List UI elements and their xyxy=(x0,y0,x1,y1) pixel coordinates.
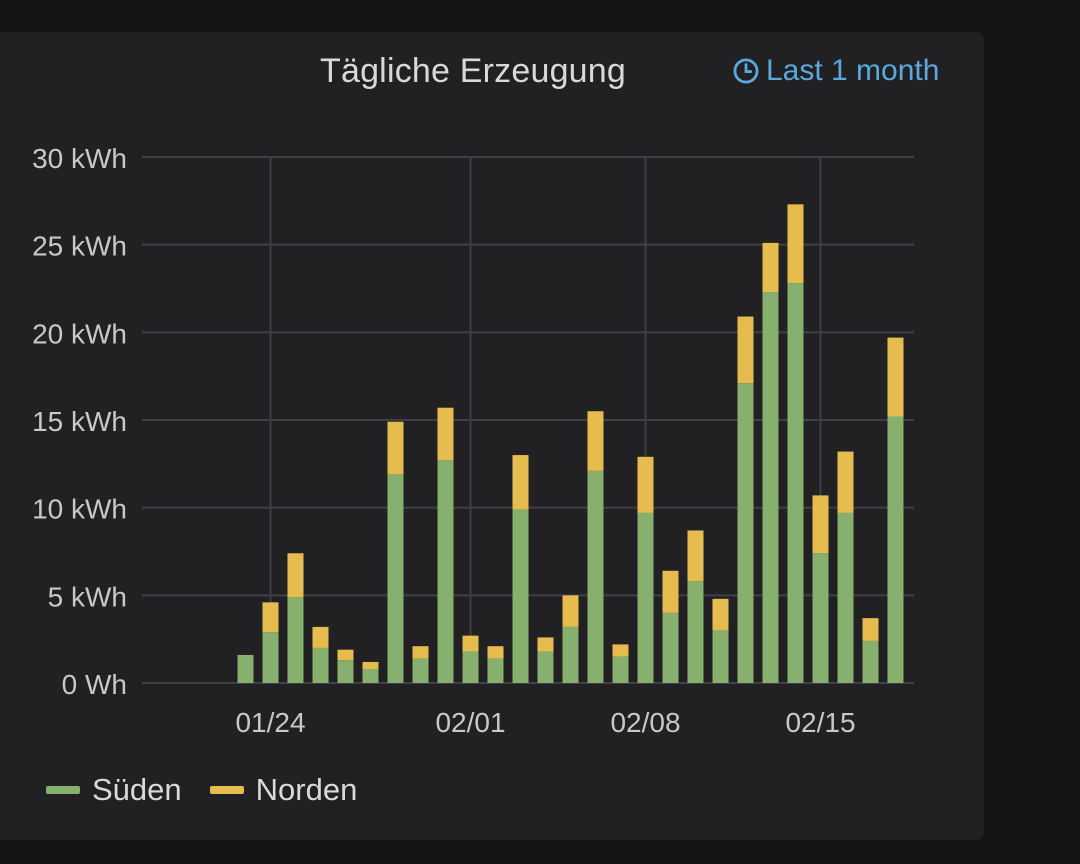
bar-norden[interactable] xyxy=(487,646,504,659)
bar-sueden[interactable] xyxy=(887,416,904,683)
bar-sueden[interactable] xyxy=(612,656,629,683)
legend-item-norden[interactable]: Norden xyxy=(209,772,358,808)
bar-sueden[interactable] xyxy=(262,632,279,683)
bar-norden[interactable] xyxy=(887,337,904,417)
time-range-label: Last 1 month xyxy=(766,54,940,87)
bar-norden[interactable] xyxy=(612,644,629,657)
y-axis: 0 Wh 5 kWh 10 kWh 15 kWh 20 kWh 25 kWh 30 kWh xyxy=(32,143,127,700)
bar-sueden[interactable] xyxy=(237,654,254,683)
bar-sueden[interactable] xyxy=(462,651,479,683)
bar-sueden[interactable] xyxy=(362,668,379,683)
bar-norden[interactable] xyxy=(462,635,479,652)
bar-sueden[interactable] xyxy=(712,630,729,683)
bar-sueden[interactable] xyxy=(387,474,404,683)
y-tick-label: 20 kWh xyxy=(32,318,127,349)
bar-norden[interactable] xyxy=(337,649,354,661)
bar-sueden[interactable] xyxy=(862,640,879,683)
bar-norden[interactable] xyxy=(662,570,679,613)
bar-norden[interactable] xyxy=(837,451,854,513)
bar-sueden[interactable] xyxy=(737,383,754,683)
bar-norden[interactable] xyxy=(812,495,829,554)
bar-sueden[interactable] xyxy=(512,509,529,683)
bar-norden[interactable] xyxy=(312,626,329,648)
time-range-picker[interactable]: Last 1 month xyxy=(732,54,939,88)
bar-sueden[interactable] xyxy=(337,660,354,683)
legend-item-sueden[interactable]: Süden xyxy=(46,772,182,808)
x-tick-label: 01/24 xyxy=(235,707,305,738)
bar-norden[interactable] xyxy=(262,602,279,633)
bar-sueden[interactable] xyxy=(837,512,854,683)
bar-sueden[interactable] xyxy=(312,647,329,683)
bar-norden[interactable] xyxy=(762,242,779,293)
legend-swatch-sueden xyxy=(46,786,80,794)
clock-icon xyxy=(733,58,759,84)
y-tick-label: 30 kWh xyxy=(32,143,127,174)
bar-norden[interactable] xyxy=(787,204,804,284)
bar-norden[interactable] xyxy=(712,598,729,631)
bar-sueden[interactable] xyxy=(812,553,829,683)
bar-norden[interactable] xyxy=(862,618,879,641)
bar-norden[interactable] xyxy=(412,646,429,659)
bar-norden[interactable] xyxy=(637,456,654,513)
y-tick-label: 15 kWh xyxy=(32,406,127,437)
bar-sueden[interactable] xyxy=(762,292,779,683)
bar-norden[interactable] xyxy=(387,421,404,475)
bar-sueden[interactable] xyxy=(637,512,654,683)
x-tick-label: 02/08 xyxy=(610,707,680,738)
y-tick-label: 5 kWh xyxy=(48,581,127,612)
bar-sueden[interactable] xyxy=(587,470,604,683)
bar-sueden[interactable] xyxy=(562,626,579,683)
panel-title[interactable]: Tägliche Erzeugung xyxy=(320,52,627,90)
legend-label-sueden: Süden xyxy=(92,772,182,807)
bar-norden[interactable] xyxy=(537,637,554,652)
legend-swatch-norden xyxy=(209,786,244,794)
bar-norden[interactable] xyxy=(562,595,579,627)
bar-norden[interactable] xyxy=(287,553,304,598)
bar-sueden[interactable] xyxy=(537,651,554,683)
bars xyxy=(237,204,904,683)
bar-sueden[interactable] xyxy=(687,581,704,683)
bar-norden[interactable] xyxy=(687,530,704,582)
bar-norden[interactable] xyxy=(737,316,754,384)
bar-sueden[interactable] xyxy=(787,283,804,683)
x-tick-label: 02/15 xyxy=(785,707,855,738)
legend: Süden Norden xyxy=(46,772,357,808)
y-tick-label: 0 Wh xyxy=(62,669,127,700)
x-tick-label: 02/01 xyxy=(435,707,505,738)
legend-label-norden: Norden xyxy=(255,772,358,807)
bar-sueden[interactable] xyxy=(662,612,679,683)
bar-sueden[interactable] xyxy=(487,658,504,683)
x-axis: 01/24 02/01 02/08 02/15 xyxy=(235,707,855,738)
bar-norden[interactable] xyxy=(362,661,379,669)
bar-norden[interactable] xyxy=(512,455,529,510)
y-tick-label: 25 kWh xyxy=(32,231,127,262)
bar-sueden[interactable] xyxy=(437,460,454,683)
bar-norden[interactable] xyxy=(587,411,604,471)
bar-norden[interactable] xyxy=(437,407,454,461)
y-tick-label: 10 kWh xyxy=(32,494,127,525)
bar-sueden[interactable] xyxy=(287,597,304,683)
bar-sueden[interactable] xyxy=(412,658,429,683)
